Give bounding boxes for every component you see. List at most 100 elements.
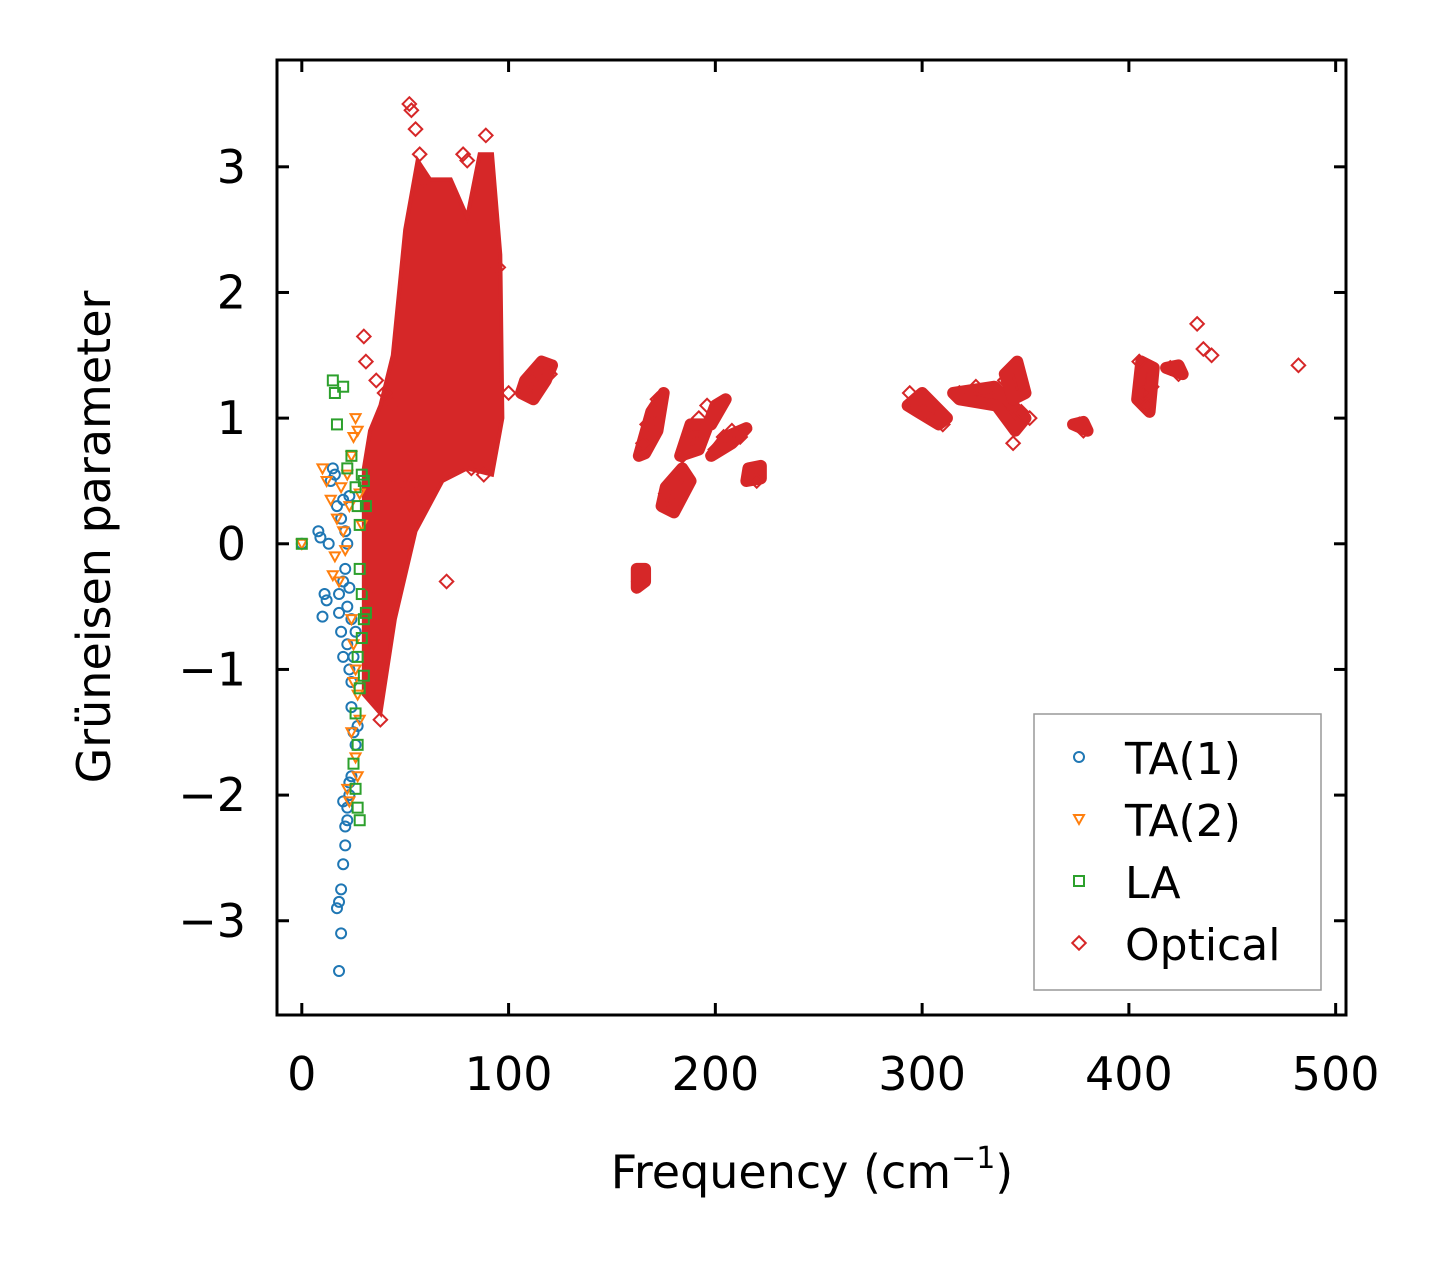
data-point xyxy=(324,494,338,507)
data-point xyxy=(314,531,327,544)
data-point xyxy=(339,562,352,575)
data-point xyxy=(500,384,517,402)
data-point xyxy=(318,588,331,601)
y-axis: −3 −2 −1 0 1 2 3 xyxy=(178,140,1346,948)
data-point xyxy=(541,365,559,383)
data-point xyxy=(732,428,749,446)
data-point xyxy=(411,146,428,163)
data-point xyxy=(1203,347,1220,364)
data-point xyxy=(341,814,354,827)
data-point xyxy=(1195,340,1212,358)
data-point xyxy=(372,711,389,728)
series-optical xyxy=(355,95,1307,728)
data-point xyxy=(348,413,363,426)
optical-dense-band xyxy=(361,152,1189,718)
data-point xyxy=(682,428,699,446)
data-point xyxy=(343,581,356,594)
y-tick-label: −2 xyxy=(178,768,246,822)
data-point xyxy=(401,95,418,113)
data-point xyxy=(463,460,480,477)
legend-marker xyxy=(1073,751,1085,763)
data-point xyxy=(345,449,358,462)
data-point xyxy=(333,895,346,908)
data-point xyxy=(351,801,364,814)
data-point xyxy=(337,858,350,871)
legend-item: LA xyxy=(1073,858,1181,909)
legend-marker xyxy=(1072,814,1086,827)
legend-label: LA xyxy=(1125,858,1181,909)
optical-cluster xyxy=(998,355,1032,406)
data-point xyxy=(328,468,341,481)
data-point xyxy=(312,525,325,538)
data-point xyxy=(967,378,985,395)
data-point xyxy=(353,682,366,695)
data-point xyxy=(359,606,372,619)
data-point xyxy=(349,625,362,638)
data-point xyxy=(516,384,534,402)
data-point xyxy=(407,120,424,138)
y-tick-label: −3 xyxy=(178,894,246,948)
data-point xyxy=(349,707,362,720)
x-tick-label: 300 xyxy=(878,1047,966,1101)
data-point xyxy=(337,380,350,393)
legend-label: TA(2) xyxy=(1124,796,1241,847)
data-point xyxy=(1021,409,1038,427)
data-point xyxy=(344,450,359,463)
data-point xyxy=(343,776,356,789)
data-point xyxy=(384,397,401,414)
data-point xyxy=(350,771,365,784)
y-tick-label: 1 xyxy=(217,391,246,445)
x-tick-label: 100 xyxy=(465,1047,553,1101)
data-point xyxy=(355,632,368,645)
data-point xyxy=(330,500,343,513)
data-point xyxy=(359,500,372,513)
data-point xyxy=(346,639,361,652)
data-point xyxy=(909,397,927,414)
legend-label: TA(1) xyxy=(1124,734,1241,785)
data-point xyxy=(338,545,352,558)
data-point xyxy=(1162,359,1179,377)
data-point xyxy=(295,537,308,550)
data-point xyxy=(901,384,918,402)
x-axis: 0 100 200 300 400 500 xyxy=(287,60,1380,1101)
data-point xyxy=(316,610,329,623)
data-point xyxy=(1143,378,1160,395)
data-point xyxy=(996,372,1013,389)
data-point xyxy=(328,386,341,399)
y-tick-label: 0 xyxy=(217,517,246,571)
data-point xyxy=(353,814,366,827)
data-point xyxy=(390,472,408,490)
data-point xyxy=(330,513,344,526)
data-point xyxy=(335,625,348,638)
data-point xyxy=(1139,397,1156,414)
data-point xyxy=(337,650,350,663)
data-point xyxy=(332,576,346,589)
data-point xyxy=(630,573,648,590)
series-la xyxy=(295,374,372,827)
data-point xyxy=(744,466,761,483)
x-tick-label: 400 xyxy=(1085,1047,1173,1101)
data-point xyxy=(401,479,418,496)
data-point xyxy=(334,482,348,495)
data-point xyxy=(341,600,354,613)
data-point xyxy=(459,152,476,169)
data-point xyxy=(698,397,716,414)
data-point xyxy=(336,526,350,539)
data-point xyxy=(951,384,968,402)
data-points xyxy=(295,95,1307,978)
data-point xyxy=(723,422,741,439)
data-point xyxy=(326,570,340,583)
legend-box xyxy=(1033,713,1322,991)
data-point xyxy=(376,384,393,402)
plot-frame xyxy=(275,58,1348,1017)
data-point xyxy=(357,613,370,626)
data-point xyxy=(322,537,335,550)
data-point xyxy=(347,757,360,770)
legend: TA(1) TA(2) LA Optical xyxy=(1033,713,1322,991)
data-point xyxy=(357,669,370,682)
data-point xyxy=(525,372,542,389)
data-point xyxy=(438,573,455,590)
data-point xyxy=(1075,422,1092,439)
data-point xyxy=(1170,365,1187,383)
data-point xyxy=(341,462,354,475)
